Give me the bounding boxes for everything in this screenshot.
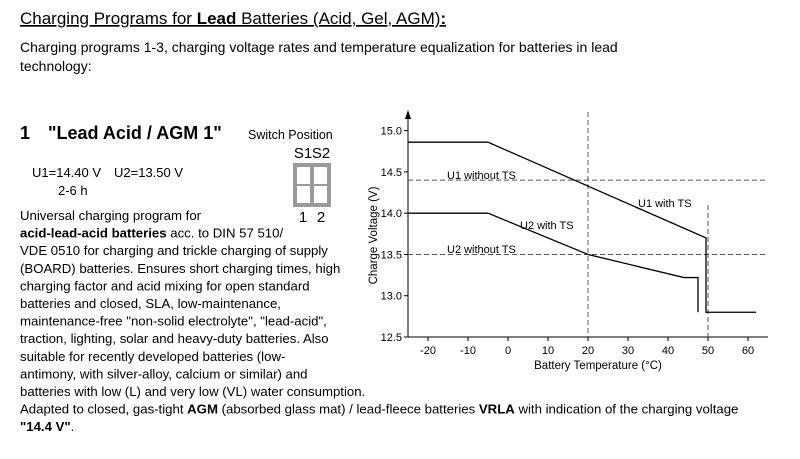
text-segment: maintenance-free "non-solid electrolyte"…: [20, 314, 327, 329]
reference-label: U1 without TS: [447, 170, 516, 182]
intro-line: Charging programs 1-3, charging voltage …: [20, 39, 618, 55]
x-tick-label: 40: [662, 345, 674, 357]
x-tick-label: 20: [582, 345, 594, 357]
description-line: charging factor and acid mixing for open…: [20, 278, 310, 293]
description-line: "14.4 V".: [20, 419, 74, 434]
title: Charging Programs for Lead Batteries (Ac…: [20, 9, 446, 28]
description-line: VDE 0510 for charging and trickle chargi…: [20, 243, 328, 258]
text-segment: batteries with low (L) and very low (VL)…: [20, 384, 365, 399]
switch-label: Switch Position: [248, 128, 333, 142]
text-segment: VDE 0510 for charging and trickle chargi…: [20, 243, 328, 258]
setting: U1=14.40 V: [32, 165, 101, 180]
description-line: (BOARD) batteries. Ensures short chargin…: [20, 261, 340, 276]
text-segment: traction, lighting, solar and heavy-duty…: [20, 331, 329, 346]
y-axis-label: Charge Voltage (V): [368, 186, 380, 284]
description-line: acid-lead-acid batteries acc. to DIN 57 …: [20, 226, 283, 241]
series-line: [408, 212, 699, 313]
x-axis-label: Battery Temperature (°C): [534, 360, 662, 372]
text-segment: AGM: [187, 402, 218, 417]
switch-position: 2: [317, 209, 325, 226]
text-segment: Charging Programs for: [20, 9, 197, 28]
x-tick-label: 60: [742, 345, 754, 357]
series-label: U2 with TS: [520, 220, 574, 232]
x-tick-label: 0: [505, 345, 511, 357]
text-segment: VRLA: [479, 402, 515, 417]
chart: 12.5 13.0 13.5 14.0 14.5 15.0 -20 -10 0 10 20 30 40 5…: [368, 110, 768, 372]
text-segment: "14.4 V": [20, 419, 71, 434]
x-tick-label: 30: [622, 345, 634, 357]
description-line: batteries and closed, SLA, low-maintenan…: [20, 296, 281, 311]
y-tick-label: 13.0: [381, 291, 402, 303]
switch-icon: [293, 163, 331, 207]
reference-label: U2 without TS: [447, 244, 516, 256]
switch-name: S1: [294, 145, 312, 162]
series-line: [408, 141, 756, 313]
text-segment: :: [440, 9, 446, 28]
text-segment: antimony, with silver-alloy, calcium or …: [20, 366, 308, 381]
text-segment: with indication of the charging voltage: [515, 402, 739, 417]
switch-position: 1: [299, 209, 307, 226]
x-tick-label: 10: [542, 345, 554, 357]
x-tick-label: -10: [460, 345, 476, 357]
setting: U2=13.50 V: [114, 165, 183, 180]
text-segment: (absorbed glass mat) / lead-fleece batte…: [218, 402, 479, 417]
text-segment: Universal charging program for: [20, 208, 202, 223]
text-segment: batteries and closed, SLA, low-maintenan…: [20, 296, 281, 311]
y-axis-arrow: [405, 110, 411, 119]
y-tick-label: 14.5: [381, 167, 402, 179]
intro-line: technology:: [20, 58, 92, 74]
text-segment: Batteries (Acid, Gel, AGM): [236, 9, 440, 28]
text-segment: .: [71, 419, 75, 434]
x-tick-label: 50: [702, 345, 714, 357]
y-tick-label: 12.5: [381, 332, 402, 344]
text-segment: Adapted to closed, gas-tight: [20, 402, 187, 417]
description-line: maintenance-free "non-solid electrolyte"…: [20, 314, 327, 329]
description-line: antimony, with silver-alloy, calcium or …: [20, 366, 308, 381]
switch-name: S2: [312, 145, 330, 162]
description-line: Adapted to closed, gas-tight AGM (absorb…: [20, 402, 738, 417]
description-line: traction, lighting, solar and heavy-duty…: [20, 331, 329, 346]
program-name: "Lead Acid / AGM 1": [48, 123, 222, 143]
text-segment: suitable for recently developed batterie…: [20, 349, 285, 364]
description-line: suitable for recently developed batterie…: [20, 349, 285, 364]
program-number: 1: [20, 123, 30, 143]
description-line: batteries with low (L) and very low (VL)…: [20, 384, 365, 399]
y-tick-label: 14.0: [381, 208, 402, 220]
x-tick-label: -20: [420, 345, 436, 357]
text-segment: acid-lead-acid batteries: [20, 226, 167, 241]
series-label: U1 with TS: [638, 198, 692, 210]
setting: 2-6 h: [58, 183, 88, 198]
text-segment: charging factor and acid mixing for open…: [20, 278, 310, 293]
description-line: Universal charging program for: [20, 208, 202, 223]
text-segment: acc. to DIN 57 510/: [167, 226, 284, 241]
y-tick-label: 13.5: [381, 249, 402, 261]
y-tick-label: 15.0: [381, 126, 402, 138]
text-segment: Lead: [197, 9, 237, 28]
text-segment: (BOARD) batteries. Ensures short chargin…: [20, 261, 340, 276]
